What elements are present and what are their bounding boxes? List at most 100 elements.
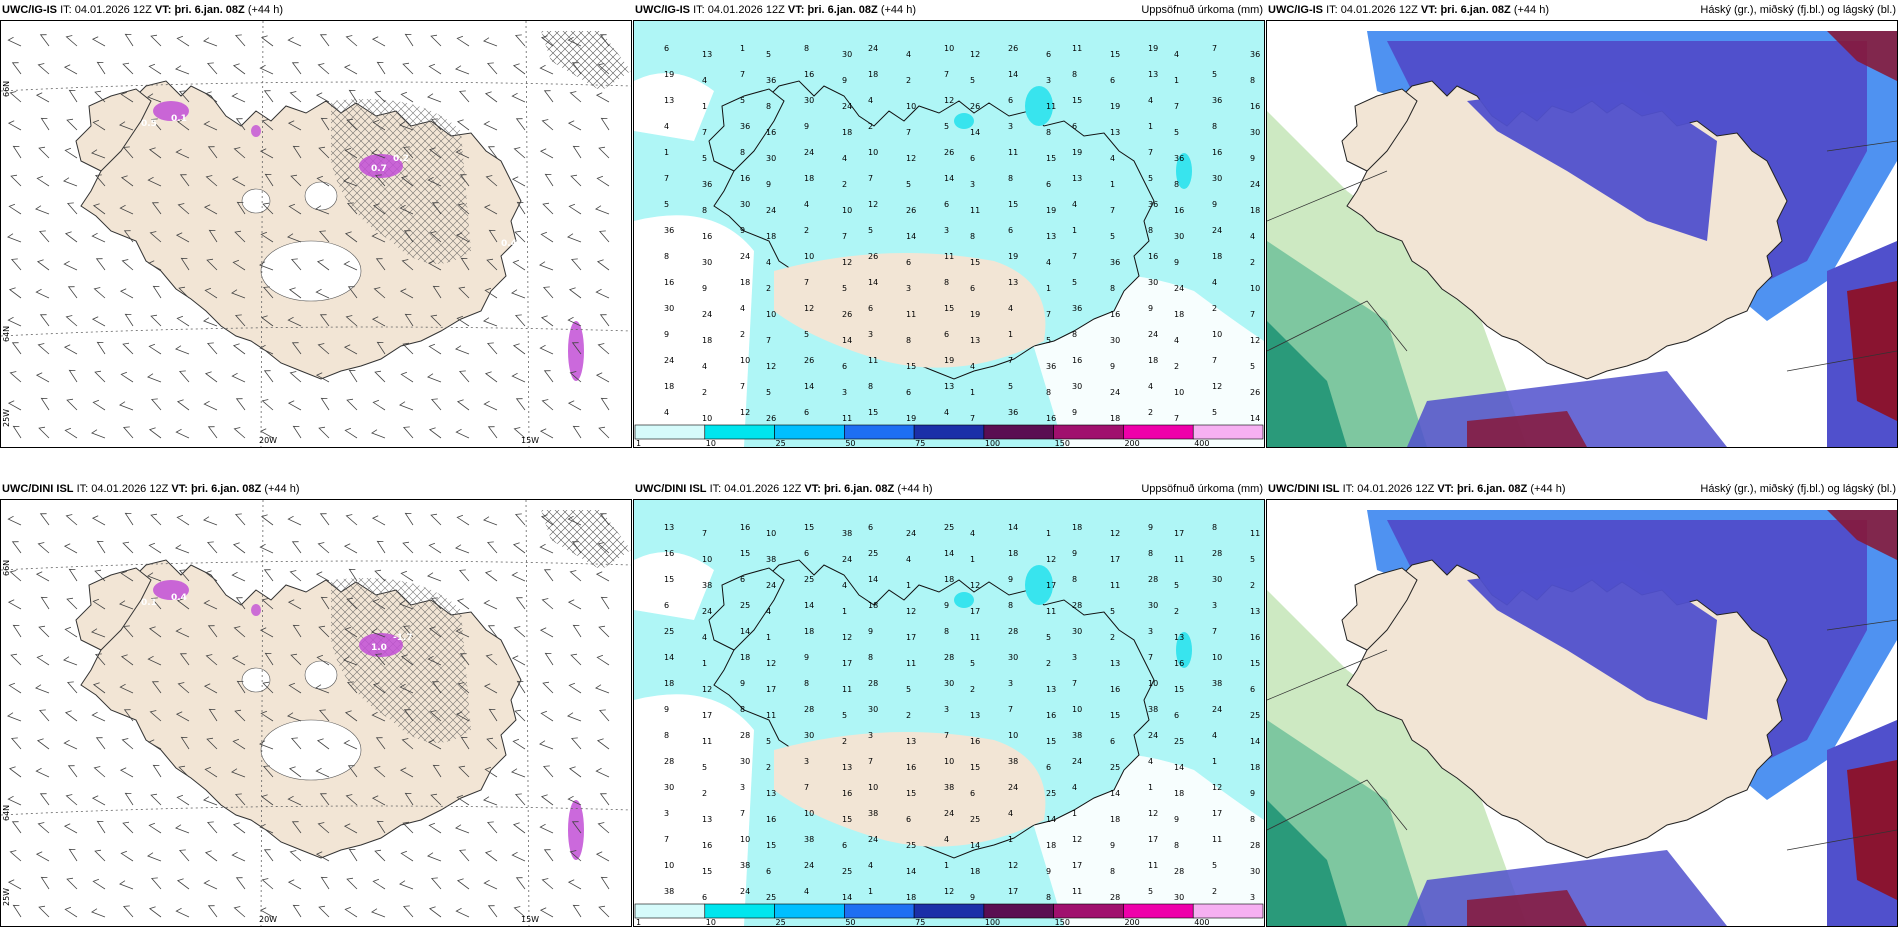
- precip-value: 13: [702, 815, 712, 824]
- precip-value: 24: [1212, 226, 1222, 235]
- precip-value: 1: [970, 555, 975, 564]
- precip-value: 8: [1174, 841, 1179, 850]
- precip-value: 11: [944, 252, 954, 261]
- value-label: 0.1: [141, 598, 157, 608]
- precip-value: 4: [906, 50, 911, 59]
- precip-value: 4: [868, 96, 873, 105]
- precip-value: 8: [1212, 523, 1217, 532]
- precip-value: 6: [664, 44, 669, 53]
- precip-value: 13: [702, 50, 712, 59]
- vt-value: þri. 6.jan. 08Z: [807, 4, 878, 16]
- precip-value: 1: [740, 44, 745, 53]
- map-area[interactable]: 6 13 1 5 8 30 24 4 10 12 26 6 11 15 19 4 7 36 19 4 7 36 16 9 18 2…: [633, 20, 1265, 448]
- precip-value: 7: [1008, 705, 1013, 714]
- precip-value: 4: [740, 304, 745, 313]
- precip-value: 8: [1250, 76, 1255, 85]
- precip-value: 30: [1148, 601, 1158, 610]
- precip-value: 14: [842, 893, 852, 902]
- precip-value: 7: [740, 382, 745, 391]
- precip-value: 14: [842, 336, 852, 345]
- precip-value: 24: [868, 835, 878, 844]
- precip-value: 18: [664, 382, 674, 391]
- legend-tick: 10: [706, 918, 716, 926]
- precip-value: 5: [1008, 382, 1013, 391]
- precip-value: 36: [1072, 304, 1082, 313]
- precip-value: 6: [1008, 96, 1013, 105]
- precip-value: 8: [1174, 180, 1179, 189]
- precip-value: 10: [842, 206, 852, 215]
- precip-value: 5: [1046, 336, 1051, 345]
- precip-value: 1: [1008, 330, 1013, 339]
- precip-value: 16: [1148, 252, 1158, 261]
- precip-value: 28: [664, 757, 674, 766]
- map-area[interactable]: [1266, 499, 1898, 927]
- map-area[interactable]: [1266, 20, 1898, 448]
- precip-value: 12: [906, 154, 916, 163]
- precip-value: 5: [868, 226, 873, 235]
- map-svg: 1371610153862425414118129178111610153862…: [634, 500, 1264, 926]
- it-label: IT:: [1342, 483, 1355, 495]
- precip-value: 24: [740, 252, 750, 261]
- precip-value: 2: [1250, 258, 1255, 267]
- lat-label: 64N: [2, 326, 11, 342]
- precip-value: 7: [868, 174, 873, 183]
- precip-value: 26: [906, 206, 916, 215]
- precip-value: 7: [766, 336, 771, 345]
- precip-value: 11: [842, 414, 852, 423]
- precip-value: 9: [1008, 575, 1013, 584]
- precip-value: 24: [766, 581, 776, 590]
- precip-value: 8: [702, 206, 707, 215]
- map-area[interactable]: 13 7 16 10 15 38 6 24 25 4 14 1 18 12 9 17 8 11 16 10 15 38 6 2…: [633, 499, 1265, 927]
- precip-value: 24: [1072, 757, 1082, 766]
- precip-value: 7: [1110, 206, 1115, 215]
- it-value: 04.01.2026 12Z: [91, 483, 169, 495]
- precip-value: 28: [1072, 601, 1082, 610]
- precip-value: 36: [1008, 408, 1018, 417]
- map-area[interactable]: 66N 64N 25W 20W 15W 0.5 0.1 0.7 0.2 0.4: [0, 20, 632, 448]
- precip-value: 5: [1212, 861, 1217, 870]
- precip-value: 5: [804, 330, 809, 339]
- precip-value: 7: [1072, 679, 1077, 688]
- precip-value: 36: [1174, 154, 1184, 163]
- precip-value: 15: [906, 789, 916, 798]
- precip-value: 11: [1148, 861, 1158, 870]
- precip-value: 3: [1212, 601, 1217, 610]
- precip-value: 9: [842, 76, 847, 85]
- precip-value: 18: [1174, 789, 1184, 798]
- precip-value: 5: [1174, 581, 1179, 590]
- precip-value: 3: [804, 757, 809, 766]
- value-label: 0.7: [371, 164, 387, 174]
- precip-value: 16: [906, 763, 916, 772]
- precip-value: 11: [766, 711, 776, 720]
- precip-value: 9: [740, 226, 745, 235]
- legend-swatch: [774, 424, 845, 440]
- precip-value: 18: [804, 627, 814, 636]
- precip-value: 4: [1148, 382, 1153, 391]
- precip-value: 8: [1072, 330, 1077, 339]
- precip-value: 5: [1212, 70, 1217, 79]
- precip-value: 17: [1174, 529, 1184, 538]
- precip-value: 38: [1212, 679, 1222, 688]
- precip-value: 8: [906, 336, 911, 345]
- precip-value: 24: [1110, 388, 1120, 397]
- precip-value: 11: [1046, 102, 1056, 111]
- legend-swatch: [1192, 903, 1264, 919]
- precip-value: 5: [664, 200, 669, 209]
- precip-value: 10: [1212, 330, 1222, 339]
- precip-value: 9: [868, 627, 873, 636]
- precip-value: 10: [868, 148, 878, 157]
- precip-value: 8: [970, 232, 975, 241]
- precip-value: 15: [1046, 737, 1056, 746]
- precip-value: 6: [1046, 50, 1051, 59]
- precip-value: 16: [1046, 414, 1056, 423]
- map-svg: [1267, 500, 1897, 926]
- panel-header: UWC/DINI ISL IT: 04.01.2026 12Z VT: þri.…: [1266, 479, 1898, 499]
- map-area[interactable]: 66N 64N 25W 20W 15W 0.1 0.4 1.0 -1.7: [0, 499, 632, 927]
- legend-swatch: [913, 424, 985, 440]
- precip-value: 6: [664, 601, 669, 610]
- precip-value: 5: [970, 659, 975, 668]
- precip-value: 4: [1072, 783, 1077, 792]
- precip-value: 17: [1008, 887, 1018, 896]
- precip-value: 38: [1072, 731, 1082, 740]
- precip-value: 26: [944, 148, 954, 157]
